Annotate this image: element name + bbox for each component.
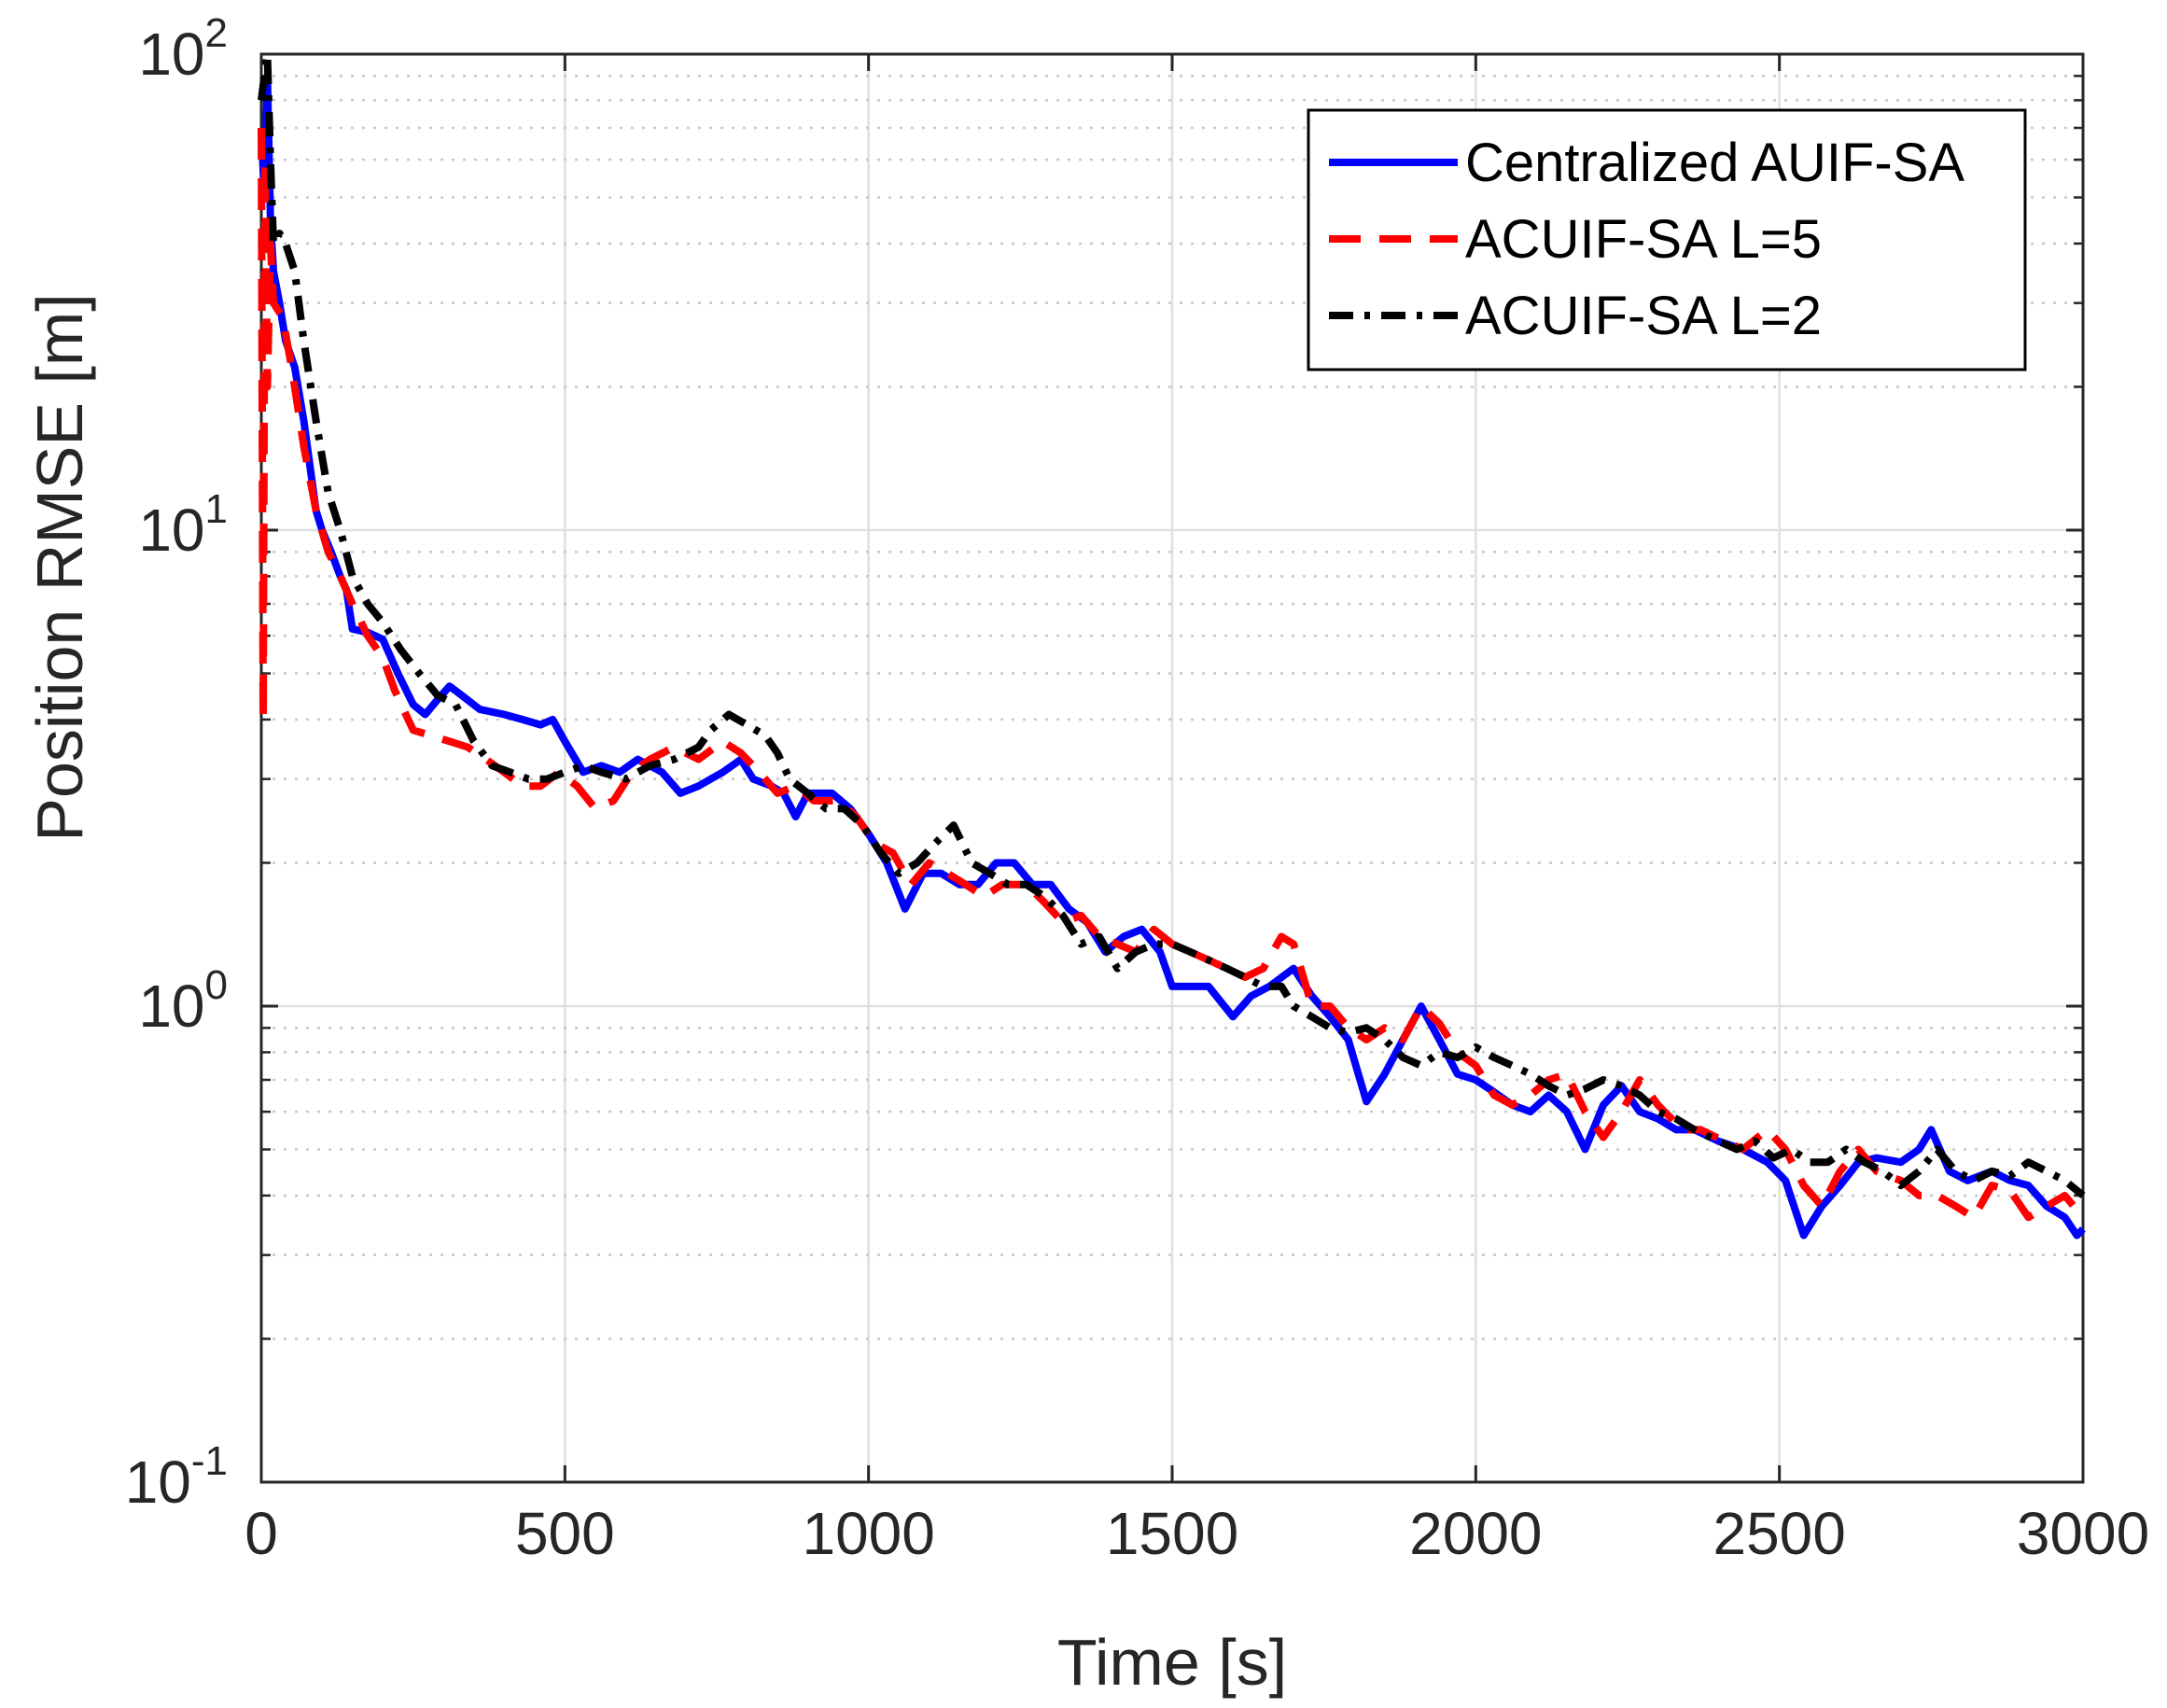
x-tick-label: 1500 — [1106, 1500, 1238, 1567]
y-tick-exponent: -1 — [191, 1438, 228, 1484]
legend-label-2: ACUIF-SA L=5 — [1465, 209, 1822, 270]
x-tick-label: 3000 — [2017, 1500, 2149, 1567]
data-series — [258, 50, 2087, 1239]
legend: Centralized AUIF-SA ACUIF-SA L=5 ACUIF-SA … — [1307, 108, 2027, 371]
series-line-3 — [258, 50, 2086, 1198]
legend-box — [1307, 108, 2027, 371]
x-tick-label: 1000 — [802, 1500, 934, 1567]
y-tick-exponent: 1 — [205, 486, 228, 532]
x-tick-label: 500 — [515, 1500, 615, 1567]
y-tick-base: 10 — [138, 973, 204, 1040]
y-axis-label: Position RMSE [m] — [23, 293, 96, 841]
y-tick-label: 10-1 — [125, 1438, 228, 1516]
y-tick-exponent: 2 — [205, 10, 228, 56]
x-tick-label: 0 — [245, 1500, 278, 1567]
y-tick-label: 101 — [138, 486, 228, 564]
y-tick-exponent: 0 — [205, 962, 228, 1008]
legend-label-3: ACUIF-SA L=2 — [1465, 286, 1822, 346]
legend-label-1: Centralized AUIF-SA — [1465, 133, 1964, 193]
y-tick-label: 102 — [138, 10, 228, 88]
series-line-1 — [258, 72, 2086, 1239]
x-tick-label: 2500 — [1713, 1500, 1845, 1567]
y-tick-base: 10 — [138, 21, 204, 88]
x-tick-label: 2000 — [1409, 1500, 1542, 1567]
y-tick-base: 10 — [138, 497, 204, 564]
x-axis-label: Time [s] — [1057, 1626, 1287, 1699]
y-tick-base: 10 — [125, 1449, 191, 1516]
y-tick-label: 100 — [138, 962, 228, 1040]
